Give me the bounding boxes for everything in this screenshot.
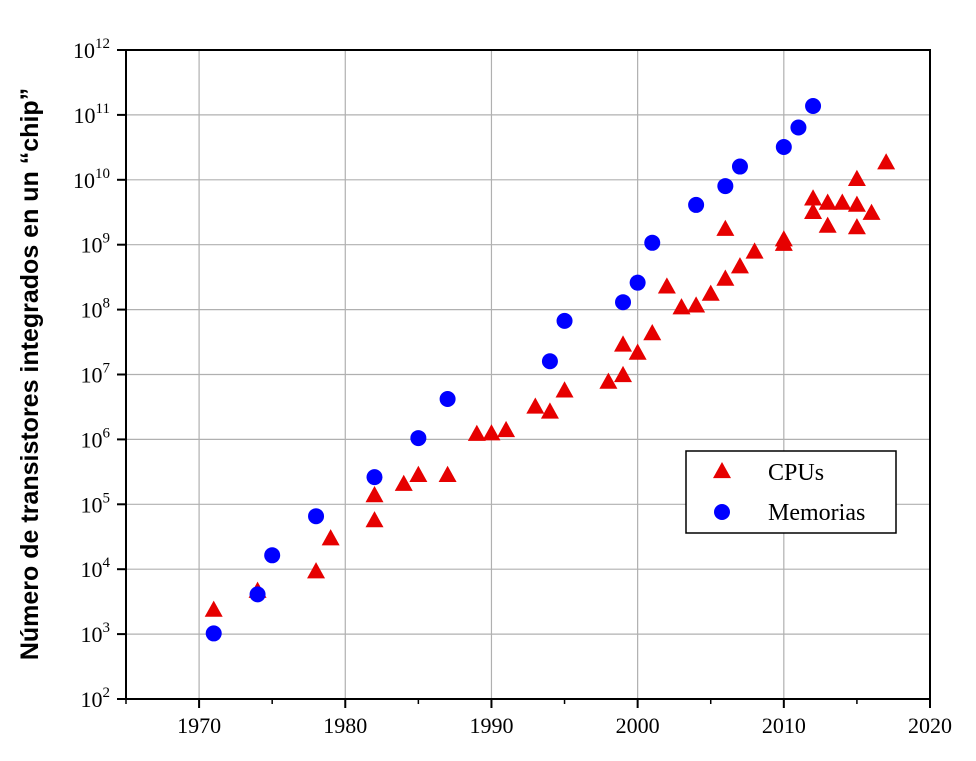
cpu-point bbox=[540, 402, 559, 419]
y-tick-label: 1010 bbox=[73, 166, 110, 193]
memory-point bbox=[717, 178, 734, 195]
cpu-point bbox=[643, 324, 662, 341]
y-tick-label: 107 bbox=[81, 361, 111, 388]
cpu-point bbox=[745, 242, 764, 259]
cpu-point bbox=[847, 218, 866, 235]
cpu-point bbox=[804, 202, 823, 219]
memory-point bbox=[366, 469, 383, 486]
legend: CPUs Memorias bbox=[685, 450, 897, 534]
memory-point bbox=[615, 294, 632, 311]
memory-point bbox=[629, 274, 646, 291]
legend-label-cpus: CPUs bbox=[768, 460, 824, 486]
memory-point bbox=[644, 234, 661, 251]
cpu-point bbox=[672, 298, 691, 315]
cpu-point bbox=[394, 474, 413, 491]
cpu-point bbox=[716, 269, 735, 286]
cpu-point bbox=[818, 216, 837, 233]
cpu-point bbox=[701, 284, 720, 301]
cpu-point bbox=[482, 424, 501, 441]
cpu-point bbox=[716, 219, 735, 236]
cpu-point bbox=[833, 193, 852, 210]
memory-point bbox=[541, 353, 558, 370]
memory-point bbox=[805, 98, 822, 115]
memory-point bbox=[410, 430, 427, 447]
cpu-point bbox=[438, 465, 457, 482]
cpu-point bbox=[730, 257, 749, 274]
x-tick-label: 1970 bbox=[177, 713, 221, 738]
cpu-point bbox=[628, 343, 647, 360]
cpu-point bbox=[614, 335, 633, 352]
cpu-point bbox=[365, 486, 384, 503]
cpu-point bbox=[877, 153, 896, 170]
y-tick-label: 102 bbox=[81, 685, 111, 712]
legend-label-memorias: Memorias bbox=[768, 500, 865, 526]
y-axis-label: Número de transistores integrados en un … bbox=[16, 88, 44, 660]
cpu-point bbox=[847, 195, 866, 212]
cpu-point bbox=[599, 372, 618, 389]
cpu-point bbox=[526, 397, 545, 414]
x-tick-label: 1980 bbox=[323, 713, 367, 738]
memory-point bbox=[775, 139, 792, 156]
cpu-point bbox=[409, 465, 428, 482]
memory-point bbox=[308, 508, 325, 525]
legend-marker-memorias bbox=[714, 504, 730, 520]
cpu-point bbox=[467, 424, 486, 441]
ticks: 1970 1980 1990 2000 2010 2020 102 103 104 105 106 1… bbox=[73, 36, 952, 738]
memory-point bbox=[249, 586, 266, 603]
x-tick-label: 1990 bbox=[469, 713, 513, 738]
cpu-point bbox=[614, 365, 633, 383]
cpu-point bbox=[321, 529, 340, 546]
y-tick-label: 109 bbox=[81, 231, 111, 258]
cpu-point bbox=[774, 234, 793, 251]
y-tick-label: 1011 bbox=[74, 101, 110, 128]
y-tick-label: 108 bbox=[81, 296, 111, 323]
cpu-point bbox=[862, 203, 881, 220]
x-tick-label: 2000 bbox=[616, 713, 660, 738]
y-tick-label: 106 bbox=[81, 425, 111, 452]
cpu-point bbox=[804, 189, 823, 206]
cpu-point bbox=[657, 277, 676, 294]
memory-point bbox=[731, 158, 748, 175]
y-tick-label: 1012 bbox=[73, 36, 110, 63]
memory-point bbox=[556, 312, 573, 329]
x-tick-label: 2020 bbox=[908, 713, 952, 738]
memory-point bbox=[688, 196, 705, 213]
cpu-point bbox=[204, 600, 223, 617]
cpu-point bbox=[847, 169, 866, 186]
y-tick-label: 103 bbox=[81, 620, 111, 647]
marks bbox=[204, 98, 896, 642]
cpu-point bbox=[365, 511, 384, 528]
y-tick-label: 105 bbox=[81, 490, 111, 517]
cpu-point bbox=[307, 562, 326, 579]
legend-marker-cpus bbox=[713, 461, 731, 479]
memory-point bbox=[790, 119, 807, 136]
cpu-point bbox=[818, 193, 837, 210]
cpu-point bbox=[555, 381, 574, 398]
memory-point bbox=[205, 625, 222, 642]
y-tick-label: 104 bbox=[81, 555, 111, 582]
cpu-point bbox=[687, 296, 706, 313]
memory-point bbox=[439, 390, 456, 407]
memory-point bbox=[264, 547, 281, 564]
x-tick-label: 2010 bbox=[762, 713, 806, 738]
cpu-point bbox=[497, 420, 516, 438]
